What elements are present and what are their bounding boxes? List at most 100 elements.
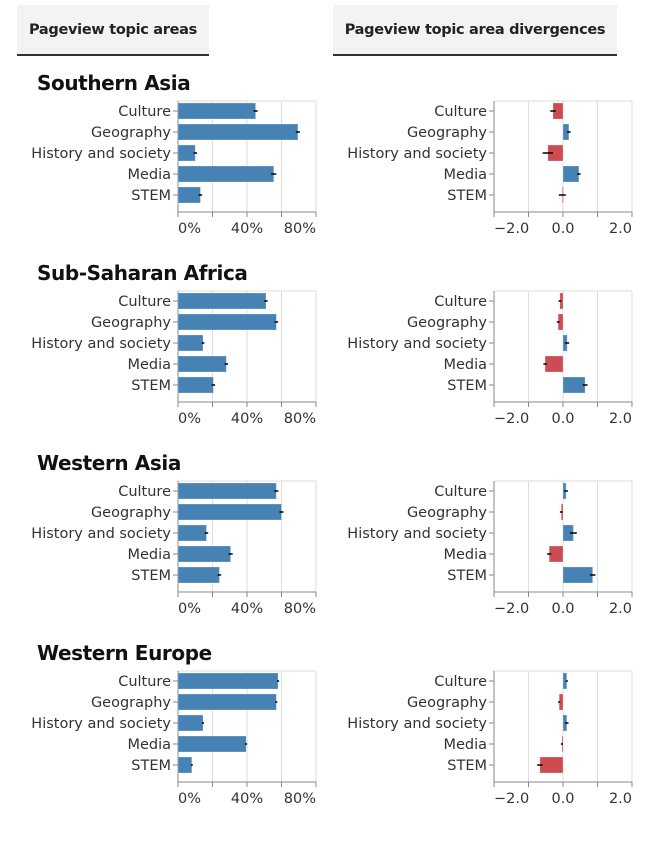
category-label: Media: [127, 357, 171, 373]
category-label: Geography: [91, 315, 171, 331]
x-tick-label: −2.0: [494, 411, 529, 427]
bar-geography[interactable]: [177, 503, 282, 521]
bar-geography[interactable]: [177, 123, 299, 141]
x-tick-label: 0%: [178, 411, 201, 427]
region-charts-0: Culture Geography History and society Media…: [31, 100, 633, 237]
category-label: History and society: [31, 716, 171, 732]
category-label: History and society: [347, 716, 487, 732]
bar-history-and-society[interactable]: [177, 714, 204, 732]
category-label: STEM: [131, 758, 171, 774]
bar-culture[interactable]: [177, 672, 279, 690]
x-tick-label: 0.0: [551, 791, 574, 807]
category-label: History and society: [347, 146, 487, 162]
bar-media[interactable]: [544, 355, 564, 373]
x-tick-label: 80%: [284, 221, 316, 237]
x-tick-label: 2.0: [609, 221, 632, 237]
category-label: Geography: [91, 505, 171, 521]
x-tick-label: 2.0: [609, 601, 632, 617]
category-label: STEM: [447, 188, 487, 204]
category-label: Culture: [118, 294, 171, 310]
category-label: Media: [443, 547, 487, 563]
category-label: Geography: [407, 315, 487, 331]
bar-stem[interactable]: [177, 186, 201, 204]
divergence-chart: Culture Geography History and society Media…: [347, 290, 633, 427]
category-label: Geography: [91, 695, 171, 711]
region-title: Western Asia: [37, 451, 181, 475]
bar-media[interactable]: [562, 165, 580, 183]
category-label: History and society: [347, 526, 487, 542]
category-label: Media: [127, 737, 171, 753]
x-tick-label: 0.0: [551, 411, 574, 427]
bar-geography[interactable]: [177, 693, 277, 711]
bar-culture[interactable]: [177, 482, 277, 500]
x-tick-label: 0%: [178, 601, 201, 617]
x-tick-label: 2.0: [609, 791, 632, 807]
x-tick-label: 2.0: [609, 411, 632, 427]
topic-areas-chart: Culture Geography History and society Media…: [31, 670, 317, 807]
bar-media[interactable]: [177, 545, 232, 563]
region-title: Sub-Saharan Africa: [37, 261, 248, 285]
x-tick-label: −2.0: [494, 601, 529, 617]
region-charts-3: Culture Geography History and society Media…: [31, 670, 633, 807]
category-label: Culture: [434, 294, 487, 310]
bar-culture[interactable]: [177, 292, 267, 310]
tab-pageview-topic-areas[interactable]: Pageview topic areas: [17, 5, 209, 56]
x-tick-label: 80%: [284, 791, 316, 807]
category-label: STEM: [131, 378, 171, 394]
bar-stem[interactable]: [539, 756, 564, 774]
category-label: STEM: [447, 378, 487, 394]
bar-media[interactable]: [177, 355, 227, 373]
topic-areas-chart: Culture Geography History and society Media…: [31, 290, 317, 427]
divergence-chart: Culture Geography History and society Media…: [347, 100, 633, 237]
category-label: History and society: [31, 146, 171, 162]
category-label: STEM: [447, 568, 487, 584]
x-tick-label: −2.0: [494, 221, 529, 237]
bar-stem[interactable]: [177, 376, 214, 394]
bar-history-and-society[interactable]: [177, 144, 196, 162]
category-label: STEM: [131, 568, 171, 584]
bar-history-and-society[interactable]: [177, 524, 207, 542]
bar-history-and-society[interactable]: [177, 334, 204, 352]
category-label: Media: [127, 167, 171, 183]
category-label: Geography: [407, 505, 487, 521]
bar-stem[interactable]: [177, 756, 193, 774]
category-label: History and society: [31, 336, 171, 352]
category-label: Media: [443, 737, 487, 753]
category-label: Geography: [91, 125, 171, 141]
x-tick-label: 40%: [231, 221, 263, 237]
category-label: Media: [443, 167, 487, 183]
bar-media[interactable]: [177, 165, 275, 183]
x-tick-label: 40%: [231, 411, 263, 427]
x-tick-label: 0.0: [551, 221, 574, 237]
category-label: History and society: [347, 336, 487, 352]
category-label: History and society: [31, 526, 171, 542]
category-label: STEM: [131, 188, 171, 204]
bar-culture[interactable]: [177, 102, 257, 120]
bar-media[interactable]: [177, 735, 247, 753]
tab-pageview-topic-area-divergences[interactable]: Pageview topic area divergences: [333, 5, 617, 56]
category-label: Culture: [118, 484, 171, 500]
bar-stem[interactable]: [177, 566, 220, 584]
region-title: Southern Asia: [37, 71, 191, 95]
x-tick-label: 40%: [231, 791, 263, 807]
x-tick-label: 80%: [284, 411, 316, 427]
category-label: Culture: [434, 674, 487, 690]
x-tick-label: 0%: [178, 791, 201, 807]
category-label: Culture: [434, 104, 487, 120]
divergence-chart: Culture Geography History and society Media…: [347, 670, 633, 807]
x-tick-label: 0%: [178, 221, 201, 237]
category-label: Media: [443, 357, 487, 373]
category-label: Culture: [118, 104, 171, 120]
category-label: Geography: [407, 695, 487, 711]
bar-stem[interactable]: [562, 376, 586, 394]
category-label: Geography: [407, 125, 487, 141]
region-charts-2: Culture Geography History and society Media…: [31, 480, 633, 617]
x-tick-label: −2.0: [494, 791, 529, 807]
region-charts-1: Culture Geography History and society Media…: [31, 290, 633, 427]
region-title: Western Europe: [37, 641, 212, 665]
bar-stem[interactable]: [562, 566, 594, 584]
category-label: Media: [127, 547, 171, 563]
bar-geography[interactable]: [177, 313, 277, 331]
divergence-chart: Culture Geography History and society Media…: [347, 480, 633, 617]
category-label: Culture: [434, 484, 487, 500]
